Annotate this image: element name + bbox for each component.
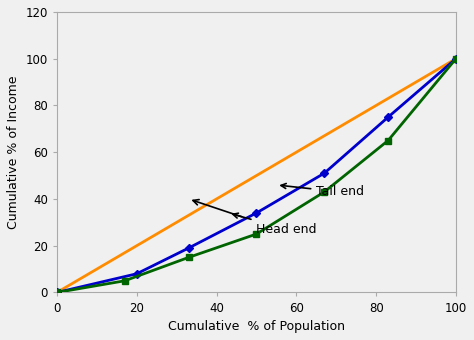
Text: Tail end: Tail end [281, 184, 365, 199]
Y-axis label: Cumulative % of Income: Cumulative % of Income [7, 75, 20, 229]
X-axis label: Cumulative  % of Population: Cumulative % of Population [168, 320, 345, 333]
Text: Head end: Head end [233, 213, 317, 236]
